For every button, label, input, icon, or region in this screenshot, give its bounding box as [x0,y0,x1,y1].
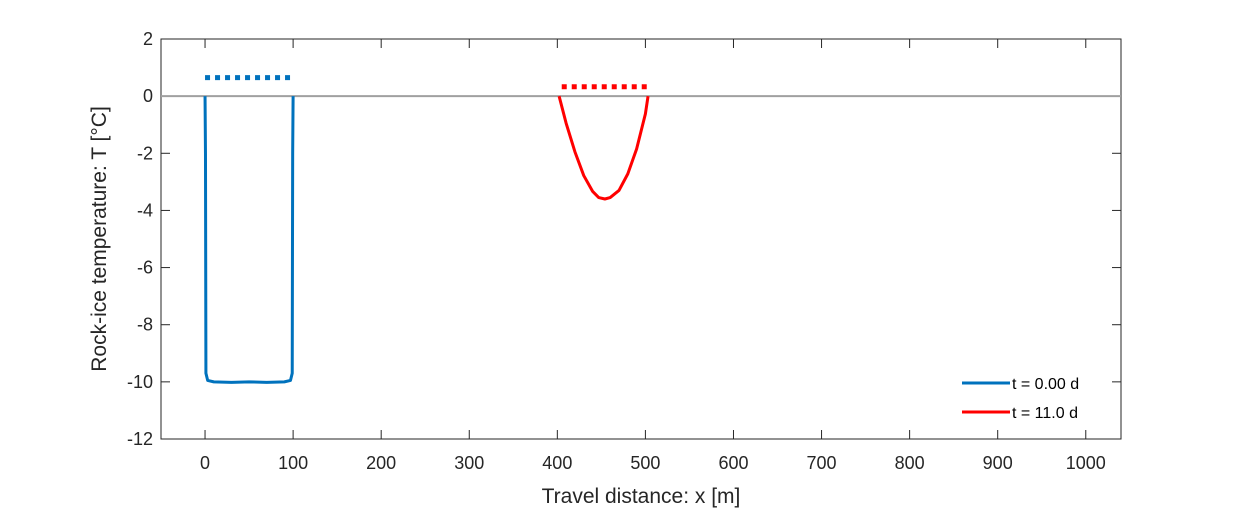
x-tick-label: 200 [366,453,396,473]
x-tick-label: 800 [895,453,925,473]
x-tick-label: 600 [718,453,748,473]
y-tick-label: -6 [137,258,153,278]
legend-label-2: t = 11.0 d [1012,405,1078,422]
y-tick-label: -12 [127,429,153,449]
series-line-1 [203,96,295,384]
y-tick-label: -2 [137,143,153,163]
y-tick-label: -10 [127,372,153,392]
series-line-2 [557,95,650,201]
plot-area-frame [160,38,1122,440]
y-tick-label: 2 [143,29,153,49]
y-tick-label: 0 [143,86,153,106]
x-tick-label: 500 [630,453,660,473]
y-tick-label: -8 [137,315,153,335]
x-tick-label: 100 [278,453,308,473]
x-axis-label: Travel distance: x [m] [542,485,741,508]
y-tick-label: -4 [137,200,153,220]
legend-label-1: t = 0.00 d [1012,376,1079,393]
x-tick-label: 0 [200,453,210,473]
x-tick-label: 300 [454,453,484,473]
x-tick-label: 400 [542,453,572,473]
y-axis-label: Rock-ice temperature: T [°C] [88,106,111,372]
x-tick-label: 1000 [1066,453,1106,473]
x-tick-label: 900 [983,453,1013,473]
x-tick-label: 700 [807,453,837,473]
